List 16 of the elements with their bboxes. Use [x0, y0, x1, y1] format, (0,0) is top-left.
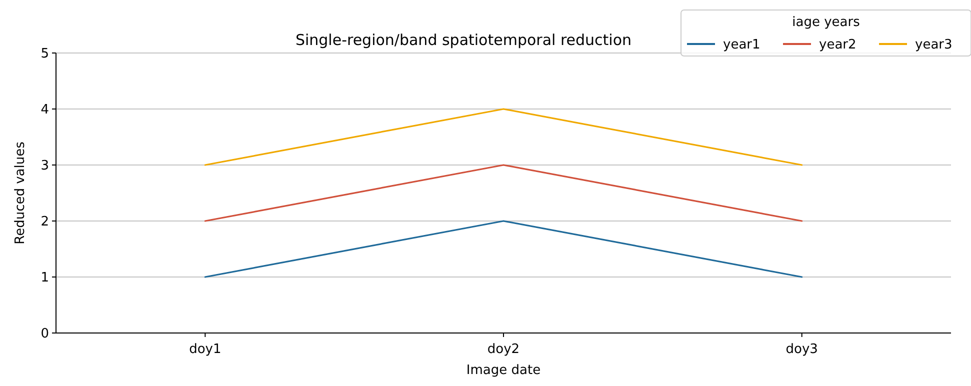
y-tick-label: 2 [40, 214, 49, 230]
legend-label: year3 [915, 38, 952, 53]
legend-title: iage years [792, 15, 860, 30]
y-tick-label: 3 [40, 158, 49, 174]
legend-label: year2 [819, 38, 856, 53]
x-tick-label: doy3 [786, 342, 818, 357]
x-axis-title: Image date [466, 363, 541, 378]
y-tick-label: 0 [40, 326, 49, 342]
y-axis-title: Reduced values [13, 141, 28, 244]
y-tick-label: 4 [40, 102, 49, 118]
chart-title: Single-region/band spatiotemporal reduction [295, 31, 632, 49]
y-tick-label: 5 [40, 46, 49, 62]
legend-label: year1 [723, 38, 760, 53]
x-tick-label: doy2 [487, 342, 520, 357]
y-tick-label: 1 [40, 270, 49, 286]
x-tick-label: doy1 [189, 342, 222, 357]
